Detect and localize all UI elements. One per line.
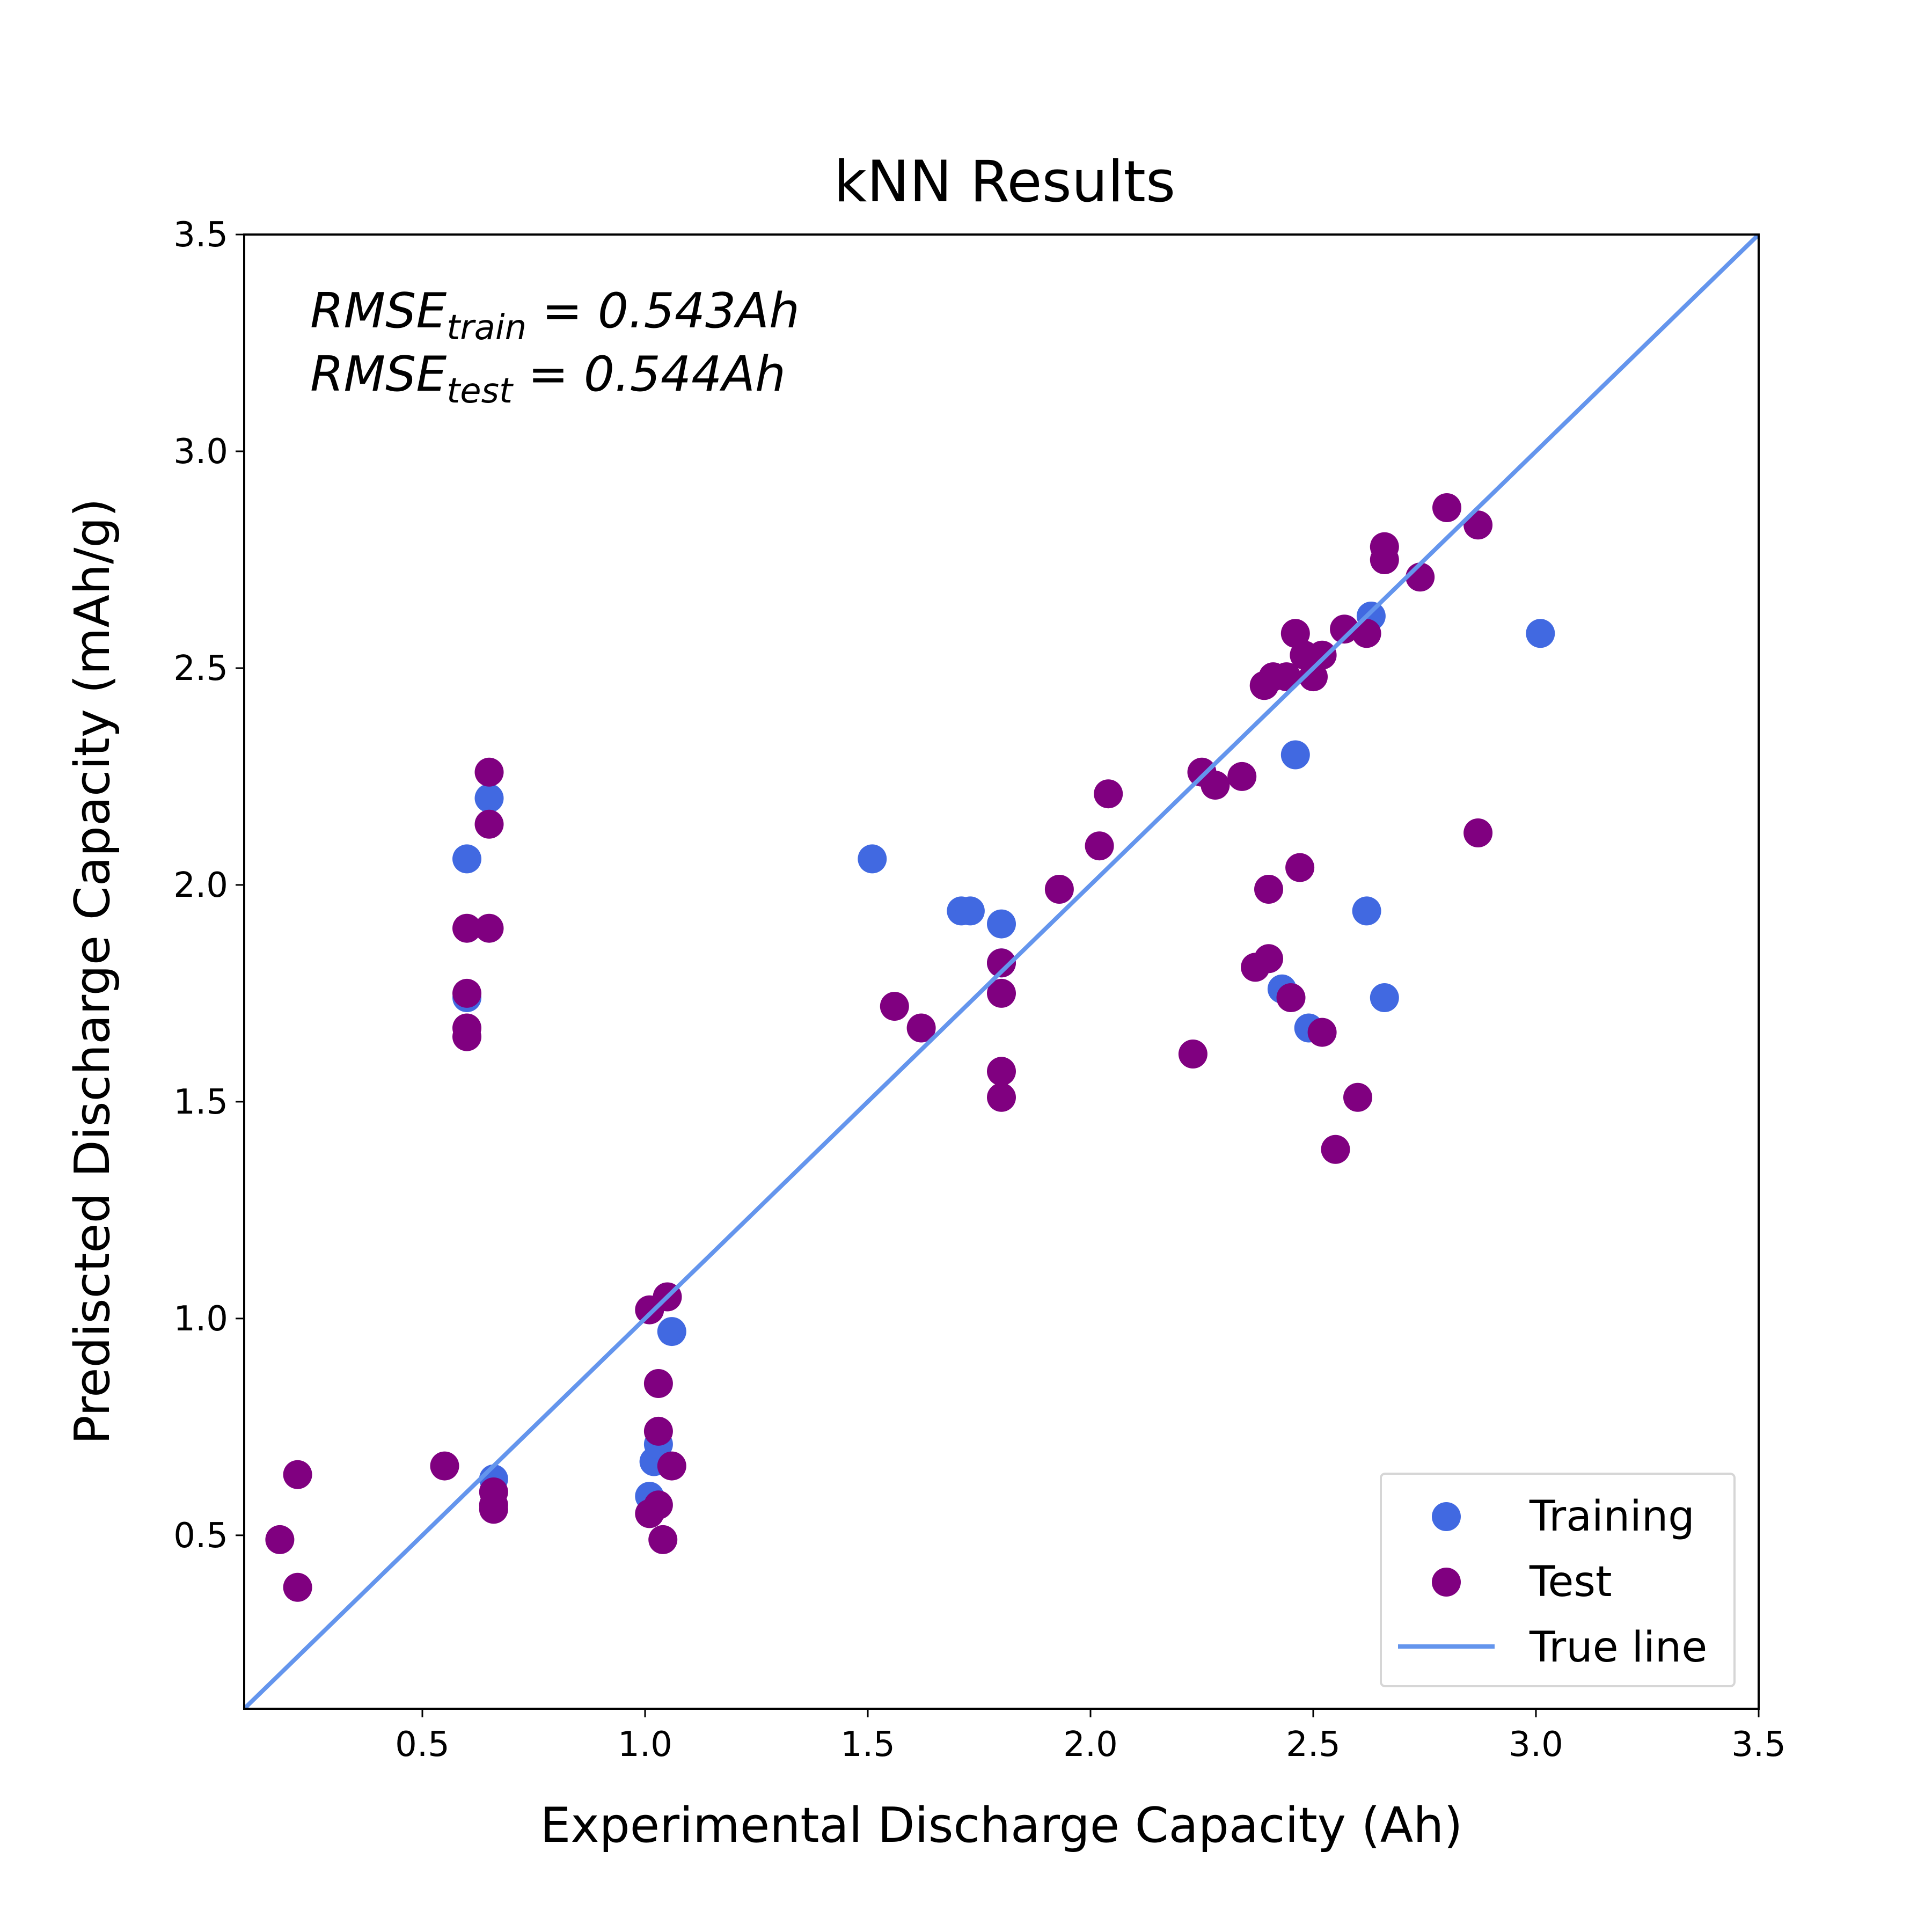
y-tick-label: 3.5 <box>173 215 228 255</box>
test-point <box>452 1022 481 1051</box>
y-tick-label: 0.5 <box>173 1516 228 1556</box>
x-tick-label: 2.5 <box>1286 1725 1341 1765</box>
test-point <box>1254 875 1283 904</box>
test-point <box>1330 614 1359 644</box>
rmse-train-value: = 0.543Ah <box>526 283 800 339</box>
test-point <box>1307 640 1337 670</box>
test-point <box>479 1495 508 1524</box>
test-point <box>906 1013 936 1043</box>
test-point <box>643 1369 673 1398</box>
test-point <box>1276 983 1306 1012</box>
x-axis-label: Experimental Discharge Capacity (Ah) <box>540 1797 1463 1854</box>
test-point <box>987 978 1016 1008</box>
x-axis-ticks: 0.5 1.0 1.5 2.0 2.5 3.0 3.5 <box>395 1709 1786 1765</box>
test-point <box>1178 1040 1208 1069</box>
x-tick-label: 2.0 <box>1063 1725 1118 1765</box>
legend-label-test: Test <box>1529 1558 1612 1606</box>
rmse-train-subscript: train <box>447 308 526 348</box>
training-point <box>1526 619 1555 648</box>
test-point <box>1299 662 1328 692</box>
test-point <box>452 978 481 1008</box>
legend-box <box>1380 1473 1736 1687</box>
test-point <box>1321 1135 1350 1164</box>
test-point <box>1280 619 1310 648</box>
legend-marker-training <box>1432 1502 1461 1531</box>
axes-frame <box>243 233 1760 1710</box>
test-point <box>452 913 481 943</box>
rmse-test-base: RMSE <box>310 346 447 402</box>
test-point <box>265 1525 295 1554</box>
test-point <box>474 757 504 787</box>
y-tick-label: 1.5 <box>173 1082 228 1122</box>
test-point <box>430 1451 459 1481</box>
test-point <box>643 1416 673 1446</box>
x-tick-label: 1.0 <box>618 1725 672 1765</box>
rmse-annotation: RMSEtrain = 0.543Ah RMSEtest = 0.544Ah <box>310 283 800 411</box>
training-point <box>1370 983 1399 1012</box>
test-point <box>474 913 504 943</box>
test-point <box>1463 510 1493 540</box>
test-point <box>1463 818 1493 847</box>
legend-marker-test <box>1432 1568 1461 1597</box>
training-point <box>858 844 887 874</box>
test-point <box>880 992 909 1021</box>
legend-label-training: Training <box>1529 1492 1695 1541</box>
test-point <box>1094 779 1123 809</box>
y-axis-label: Prediscted Discharge Capacity (mAh/g) <box>64 498 121 1444</box>
y-axis-ticks: 0.5 1.0 1.5 2.0 2.5 3.0 3.5 <box>173 215 244 1556</box>
test-point <box>657 1451 686 1481</box>
rmse-test-subscript: test <box>447 371 514 411</box>
training-point <box>474 784 504 813</box>
test-point <box>1227 762 1257 791</box>
test-point <box>648 1525 678 1554</box>
test-point <box>635 1499 664 1528</box>
legend: Training Test True line <box>1380 1473 1736 1687</box>
test-point <box>987 1057 1016 1086</box>
test-point <box>1201 771 1230 800</box>
training-point <box>1352 896 1381 926</box>
test-point <box>1352 619 1381 648</box>
test-point <box>474 809 504 839</box>
legend-label-true-line: True line <box>1529 1623 1707 1672</box>
y-tick-label: 1.0 <box>173 1299 228 1339</box>
chart-title: kNN Results <box>834 149 1175 215</box>
test-point <box>1370 545 1399 574</box>
training-point <box>657 1317 686 1346</box>
y-tick-label: 3.0 <box>173 432 228 472</box>
test-point <box>1272 662 1301 692</box>
rmse-train-base: RMSE <box>310 283 447 339</box>
x-tick-label: 0.5 <box>395 1725 450 1765</box>
training-point <box>452 844 481 874</box>
test-point <box>987 948 1016 978</box>
plot-area <box>244 235 1759 1709</box>
test-point <box>1254 944 1283 974</box>
training-point <box>987 909 1016 939</box>
test-point <box>1285 853 1315 882</box>
x-tick-label: 1.5 <box>840 1725 895 1765</box>
training-point <box>1280 740 1310 770</box>
rmse-test-value: = 0.544Ah <box>513 346 786 402</box>
test-point <box>1432 493 1461 522</box>
test-point <box>1085 831 1114 861</box>
test-point <box>1044 875 1074 904</box>
x-tick-label: 3.0 <box>1509 1725 1563 1765</box>
training-point <box>955 896 985 926</box>
y-tick-label: 2.0 <box>173 866 228 905</box>
test-point <box>283 1572 312 1602</box>
rmse-train-annotation: RMSEtrain = 0.543Ah <box>310 283 800 348</box>
test-point <box>1307 1018 1337 1047</box>
test-point <box>1343 1082 1372 1112</box>
test-point <box>283 1460 312 1489</box>
y-tick-label: 2.5 <box>173 649 228 689</box>
rmse-test-annotation: RMSEtest = 0.544Ah <box>310 346 786 411</box>
x-tick-label: 3.5 <box>1731 1725 1786 1765</box>
true-line <box>244 235 1759 1709</box>
test-point <box>987 1082 1016 1112</box>
